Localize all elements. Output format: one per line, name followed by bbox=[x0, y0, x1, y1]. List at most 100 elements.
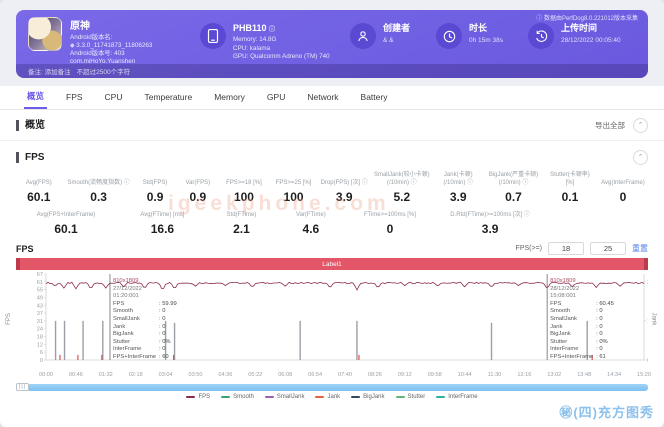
reset-button[interactable]: 重置 bbox=[632, 244, 648, 253]
overview-section-header: 概览 导出全部 ⌃ bbox=[0, 110, 664, 140]
metric-avg-ftime-ms-: Avg(FTime) [ms] 16.6 bbox=[118, 210, 207, 237]
x-tick-label: 07:40 bbox=[338, 372, 352, 378]
selection-label: Label1 bbox=[322, 260, 342, 268]
metric-value: 4.6 bbox=[302, 222, 320, 236]
collapse-fps-button[interactable]: ⌃ bbox=[633, 150, 648, 165]
metric-value: 3.9 bbox=[335, 190, 353, 204]
legend-item-fps[interactable]: FPS bbox=[186, 394, 210, 400]
creator-label: 创建者 bbox=[383, 23, 411, 33]
svg-text:18: 18 bbox=[37, 335, 43, 341]
legend-item-stutter[interactable]: Stutter bbox=[395, 394, 426, 400]
tooltip-row: Stutter: 0% bbox=[112, 338, 171, 345]
app-build-line: Android版本号: 403 bbox=[70, 50, 125, 57]
fps-threshold-label: FPS(>=) bbox=[515, 245, 542, 252]
metric-smalljank-10min-: SmallJank(较小卡顿) (/10min) ⓘ 5.2 bbox=[370, 171, 433, 204]
legend-label: InterFrame bbox=[448, 394, 478, 400]
metric-value: 60.1 bbox=[27, 190, 51, 204]
tooltip-row: FPS: 59.99 bbox=[112, 300, 177, 307]
metric-label: Stutter(卡顿率) [%] bbox=[550, 172, 590, 186]
creator-value: & & bbox=[383, 37, 394, 44]
metric-fps-18-: FPS>=18 [%] 100 bbox=[219, 171, 269, 205]
metric-label: BigJank(严重卡顿) (/10min) ⓘ bbox=[488, 172, 539, 186]
legend-item-interframe[interactable]: InterFrame bbox=[436, 394, 478, 400]
device-cpu: CPU: kalama bbox=[233, 44, 271, 52]
clock-icon bbox=[436, 23, 462, 49]
chart-legend: FPS Smooth SmallJank Jank BigJank Stutter Inte… bbox=[16, 391, 648, 403]
phone-icon bbox=[200, 23, 226, 49]
metric-label: Var(FPS) bbox=[185, 179, 211, 186]
corner-watermark: ㊙(四)充方图秀 bbox=[559, 405, 654, 420]
metric-value: 16.6 bbox=[150, 222, 175, 236]
tab-temperature[interactable]: Temperature bbox=[144, 92, 193, 102]
device-name: PHB110 ⓘ bbox=[233, 23, 276, 33]
legend-item-bigjank[interactable]: BigJank bbox=[351, 394, 385, 400]
tooltip-row: SmallJank: 0 bbox=[112, 315, 166, 322]
tab-gpu[interactable]: GPU bbox=[266, 92, 286, 102]
selection-range-bar[interactable]: Label1 bbox=[16, 258, 648, 270]
legend-item-jank[interactable]: Jank bbox=[315, 394, 340, 400]
metric-value: 0.9 bbox=[189, 190, 207, 204]
tooltip-time: 01:20:001 bbox=[112, 293, 139, 300]
metric-label: Avg(InterFrame) bbox=[601, 179, 645, 186]
note-hint: 不超过2500个字符 bbox=[76, 69, 131, 76]
tab-概览[interactable]: 概览 bbox=[16, 90, 55, 109]
metric-avg-fps-interframe-: Avg(FPS+InterFrame) 60.1 bbox=[14, 210, 118, 237]
metric-stutter-: Stutter(卡顿率) [%] 0.1 bbox=[544, 171, 596, 204]
chart-scrollbar[interactable]: ||| bbox=[16, 383, 648, 391]
tooltip-row: FPS: 60.45 bbox=[550, 300, 614, 307]
tooltip-row: Smooth: 0 bbox=[112, 308, 166, 315]
legend-swatch bbox=[436, 396, 446, 398]
tab-battery[interactable]: Battery bbox=[360, 92, 388, 102]
fps-threshold-input-1[interactable] bbox=[548, 242, 584, 255]
tooltip-resolution: 810x1809 bbox=[112, 278, 139, 284]
legend-swatch bbox=[351, 396, 361, 398]
note-strip[interactable]: 备注: 添加备注 不超过2500个字符 bbox=[16, 64, 648, 78]
fps-threshold-input-2[interactable] bbox=[590, 242, 626, 255]
info-icon: ⓘ bbox=[536, 16, 544, 22]
tab-network[interactable]: Network bbox=[307, 92, 339, 102]
x-tick-label: 04:36 bbox=[218, 372, 233, 378]
svg-text:12: 12 bbox=[37, 342, 43, 348]
x-tick-label: 09:58 bbox=[427, 372, 442, 378]
metric-avg-interframe-: Avg(InterFrame) 0 bbox=[596, 171, 650, 205]
selection-handle-right[interactable] bbox=[644, 258, 648, 270]
fps-chart-panel: FPS FPS(>=) 重置 Label1 676155494337312418… bbox=[0, 238, 664, 403]
upload-label: 上传时间 bbox=[561, 23, 598, 33]
legend-label: Stutter bbox=[407, 394, 426, 400]
device-gpu: GPU: Qualcomm Adreno (TM) 740 bbox=[233, 53, 330, 60]
tab-cpu[interactable]: CPU bbox=[104, 92, 123, 102]
note-label: 备注: 添加备注 bbox=[28, 69, 71, 76]
metric-value: 0.3 bbox=[90, 190, 107, 204]
svg-text:55: 55 bbox=[37, 288, 43, 294]
info-icon[interactable]: ⓘ bbox=[269, 27, 276, 33]
tab-fps[interactable]: FPS bbox=[66, 92, 83, 102]
scrollbar-track[interactable] bbox=[27, 383, 648, 391]
legend-item-smalljank[interactable]: SmallJank bbox=[264, 394, 304, 400]
svg-text:0: 0 bbox=[647, 358, 648, 364]
metric-value: 0 bbox=[619, 190, 627, 204]
divider bbox=[0, 140, 664, 141]
tab-memory[interactable]: Memory bbox=[214, 92, 245, 102]
svg-text:43: 43 bbox=[37, 303, 43, 309]
metric-label: Std(FTime) bbox=[226, 211, 257, 218]
selection-handle-left[interactable] bbox=[16, 258, 20, 270]
tooltip-row: Stutter: 0% bbox=[550, 338, 608, 345]
fps-chart-title: FPS bbox=[16, 243, 34, 254]
collapse-overview-button[interactable]: ⌃ bbox=[633, 118, 648, 133]
metric-avg-fps-: Avg(FPS) 60.1 bbox=[14, 171, 64, 205]
scrollbar-handle[interactable]: ||| bbox=[16, 383, 29, 391]
overview-title: 概览 bbox=[16, 120, 45, 131]
tooltip-row: InterFrame: 0 bbox=[112, 346, 166, 353]
tab-bar: 概览 FPS CPU Temperature Memory GPU Network Batte… bbox=[0, 86, 664, 110]
y-axis-label-left: FPS bbox=[5, 313, 12, 325]
export-all-button[interactable]: 导出全部 bbox=[595, 121, 625, 130]
metric-var-ftime-: Var(FTime) 4.6 bbox=[276, 210, 345, 237]
metric-value: 0.9 bbox=[146, 190, 164, 204]
legend-item-smooth[interactable]: Smooth bbox=[221, 394, 254, 400]
x-tick-label: 09:12 bbox=[397, 372, 412, 378]
metric-label: Jank(卡顿) (/10min) ⓘ bbox=[443, 172, 474, 186]
x-tick-label: 00:00 bbox=[39, 372, 53, 378]
metric-value: 3.9 bbox=[449, 190, 467, 204]
person-icon bbox=[350, 23, 376, 49]
